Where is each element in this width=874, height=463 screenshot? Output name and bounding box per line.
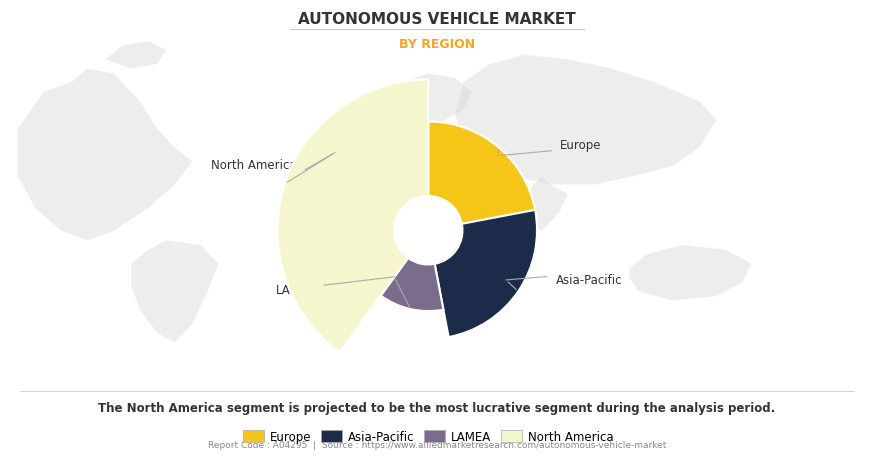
PathPatch shape	[131, 241, 218, 343]
Text: Asia-Pacific: Asia-Pacific	[556, 274, 622, 287]
PathPatch shape	[524, 176, 568, 232]
Wedge shape	[278, 81, 428, 352]
Wedge shape	[434, 210, 537, 338]
Legend: Europe, Asia-Pacific, LAMEA, North America: Europe, Asia-Pacific, LAMEA, North Ameri…	[238, 425, 619, 448]
Text: BY REGION: BY REGION	[399, 38, 475, 50]
PathPatch shape	[105, 42, 166, 69]
Text: LAMEA: LAMEA	[276, 283, 316, 296]
Text: AUTONOMOUS VEHICLE MARKET: AUTONOMOUS VEHICLE MARKET	[298, 12, 576, 26]
Text: The North America segment is projected to be the most lucrative segment during t: The North America segment is projected t…	[99, 401, 775, 414]
Text: Report Code : A04295  |  Source : https://www.alliedmarketresearch.com/autonomou: Report Code : A04295 | Source : https://…	[208, 441, 666, 450]
PathPatch shape	[629, 245, 752, 301]
PathPatch shape	[385, 74, 472, 125]
Text: Europe: Europe	[560, 139, 602, 152]
PathPatch shape	[17, 69, 192, 241]
PathPatch shape	[454, 56, 717, 185]
Circle shape	[394, 197, 462, 265]
PathPatch shape	[376, 125, 481, 245]
Wedge shape	[428, 122, 535, 225]
Wedge shape	[381, 258, 443, 312]
Text: North America: North America	[211, 159, 296, 172]
